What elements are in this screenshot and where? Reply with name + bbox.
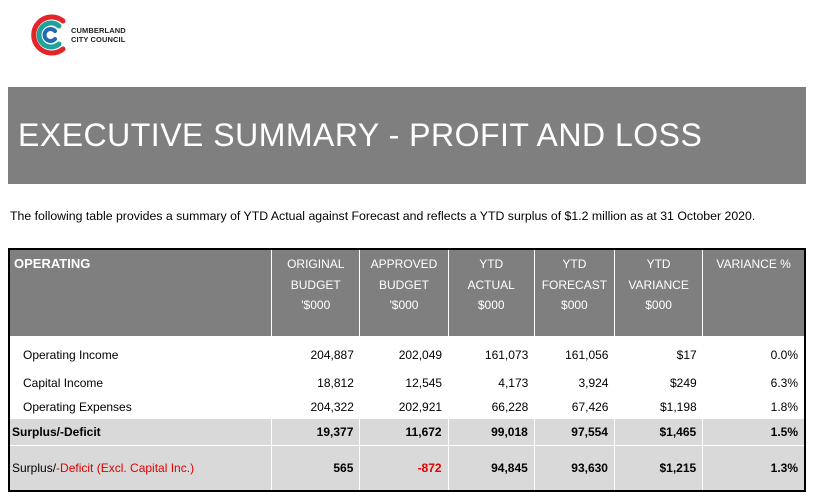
header-operating: OPERATING: [9, 249, 272, 336]
row-label: Capital Income: [23, 376, 104, 390]
page-title: EXECUTIVE SUMMARY - PROFIT AND LOSS: [18, 117, 703, 153]
cell-original-budget: 18,812: [317, 376, 354, 390]
cell-original-budget: 204,887: [310, 348, 354, 362]
row-label: Surplus/-Deficit: [9, 418, 272, 446]
header-original-budget: ORIGINAL BUDGET '$000: [271, 249, 360, 336]
table-row-surplus-deficit: Surplus/-Deficit 19,377 11,672 99,018 97…: [9, 418, 805, 446]
cell-ytd-forecast: 67,426: [571, 400, 609, 414]
cell-ytd-variance: $1,465: [613, 418, 703, 446]
cell-ytd-variance: $1,198: [660, 400, 697, 414]
table-row-capital-income: Capital Income 18,812 12,545 4,173 3,924…: [9, 370, 805, 396]
cell-ytd-variance: $1,215: [613, 445, 703, 491]
table-row-surplus-excl-capital: Surplus/-Deficit (Excl. Capital Inc.) 56…: [9, 445, 805, 491]
cell-variance-pct: 1.3%: [702, 445, 805, 491]
cell-approved-budget: 11,672: [359, 418, 449, 446]
council-logo: CUMBERLAND CITY COUNCIL: [27, 12, 147, 58]
row-label-deficit: -Deficit (Excl. Capital Inc.): [56, 461, 195, 475]
cell-approved-budget: 202,921: [398, 400, 443, 414]
cell-ytd-variance: $17: [676, 348, 697, 362]
cell-ytd-variance: $249: [670, 376, 697, 390]
header-ytd-actual: YTD ACTUAL $000: [447, 249, 535, 336]
council-logo-icon: [31, 14, 66, 56]
header-approved-budget: APPROVED BUDGET '$000: [359, 249, 449, 336]
cell-variance-pct: 6.3%: [770, 376, 798, 390]
cell-approved-budget: 12,545: [405, 376, 443, 390]
cell-approved-budget: -872: [359, 445, 449, 491]
cell-ytd-actual: 66,228: [491, 400, 529, 414]
table-header-row: OPERATING ORIGINAL BUDGET '$000 APPROVED BU…: [9, 249, 805, 336]
cell-approved-budget: 202,049: [398, 348, 443, 362]
profit-loss-table: OPERATING ORIGINAL BUDGET '$000 APPROVED BU…: [8, 248, 806, 492]
table-row-operating-expenses: Operating Expenses 204,322 202,921 66,22…: [9, 396, 805, 419]
row-label: Operating Income: [23, 348, 119, 362]
table-row-operating-income: Operating Income 204,887 202,049 161,073…: [9, 336, 805, 370]
header-variance-pct: VARIANCE %: [702, 249, 805, 336]
row-label: Surplus/-Deficit (Excl. Capital Inc.): [9, 445, 272, 491]
cell-ytd-forecast: 93,630: [533, 445, 615, 491]
header-ytd-forecast: YTD FORECAST $000: [533, 249, 615, 336]
row-label: Operating Expenses: [23, 400, 132, 414]
cell-variance-pct: 1.8%: [770, 400, 798, 414]
cell-variance-pct: 1.5%: [702, 418, 805, 446]
cell-variance-pct: 0.0%: [770, 348, 798, 362]
cell-original-budget: 204,322: [310, 400, 354, 414]
title-banner: EXECUTIVE SUMMARY - PROFIT AND LOSS: [8, 87, 806, 184]
cell-ytd-forecast: 97,554: [533, 418, 615, 446]
row-label-surplus: Surplus/: [12, 461, 57, 475]
cell-ytd-actual: 99,018: [447, 418, 535, 446]
cell-ytd-actual: 161,073: [484, 348, 529, 362]
council-name: CUMBERLAND CITY COUNCIL: [71, 26, 126, 44]
cell-original-budget: 19,377: [271, 418, 360, 446]
header-ytd-variance: YTD VARIANCE $000: [613, 249, 703, 336]
cell-ytd-forecast: 3,924: [578, 376, 609, 390]
cell-original-budget: 565: [271, 445, 360, 491]
cell-ytd-actual: 94,845: [447, 445, 535, 491]
cell-ytd-actual: 4,173: [498, 376, 529, 390]
cell-ytd-forecast: 161,056: [565, 348, 609, 362]
intro-text: The following table provides a summary o…: [10, 209, 756, 223]
